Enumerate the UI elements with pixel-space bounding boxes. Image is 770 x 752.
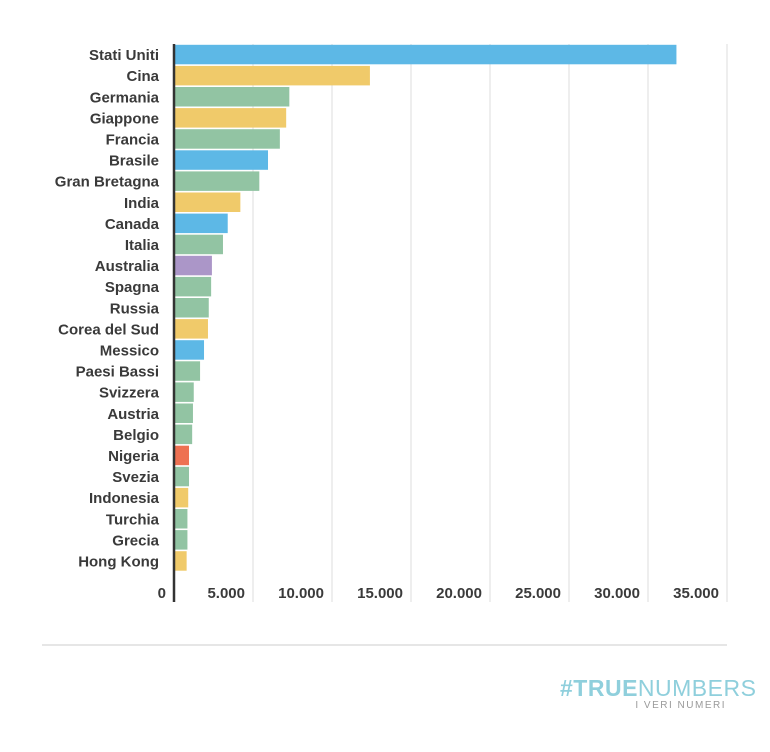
logo-light: NUMBERS	[637, 675, 757, 701]
logo-wordmark: #TRUENUMBERS	[560, 675, 756, 701]
category-label: Turchia	[106, 511, 160, 528]
category-label: Australia	[95, 258, 160, 275]
bar	[174, 466, 190, 487]
bar	[174, 192, 241, 212]
bar	[174, 403, 193, 423]
bar	[174, 530, 188, 550]
truenumbers-logo: #TRUENUMBERS I VERI NUMERI	[560, 675, 756, 712]
bar	[174, 87, 290, 107]
category-label: Gran Bretagna	[55, 174, 160, 191]
x-tick-label: 0	[158, 585, 166, 602]
x-tick-label: 25.000	[515, 585, 561, 602]
logo-tagline: I VERI NUMERI	[635, 700, 726, 711]
category-label: Svizzera	[99, 385, 160, 402]
bar	[174, 276, 212, 297]
bar	[174, 445, 190, 466]
bar	[174, 487, 189, 508]
bar	[174, 551, 187, 571]
bar	[174, 234, 223, 255]
x-tick-label: 10.000	[278, 585, 324, 602]
bar	[174, 340, 205, 360]
bar	[174, 171, 260, 191]
x-tick-labels: 0 5.000 10.000 15.000 20.000 25.000 30.000 35.0…	[158, 585, 719, 602]
category-label: Indonesia	[89, 490, 160, 507]
category-label: Nigeria	[108, 448, 160, 465]
category-labels: Stati Uniti Cina Germania Giappone Francia Br…	[55, 47, 160, 570]
category-label: Paesi Bassi	[76, 364, 159, 381]
category-label: Hong Kong	[78, 553, 159, 570]
x-tick-label: 15.000	[357, 585, 403, 602]
category-label: Brasile	[109, 153, 159, 170]
logo-hash: #	[560, 675, 574, 701]
grid-lines	[252, 44, 728, 602]
bar	[174, 213, 228, 234]
bar	[174, 424, 193, 445]
bar	[174, 509, 188, 529]
x-tick-label: 20.000	[436, 585, 482, 602]
category-label: Messico	[100, 342, 159, 359]
bar	[174, 361, 201, 381]
bar	[174, 298, 209, 318]
category-label: Belgio	[113, 427, 159, 444]
category-label: Corea del Sud	[58, 321, 159, 338]
category-label: Spagna	[105, 279, 160, 296]
category-label: Cina	[126, 68, 159, 85]
bar	[174, 65, 370, 86]
category-label: Russia	[110, 300, 160, 317]
category-label: Francia	[106, 131, 160, 148]
bar	[174, 255, 212, 276]
category-label: India	[124, 195, 160, 212]
category-label: Stati Uniti	[89, 47, 159, 64]
x-tick-label: 5.000	[207, 585, 245, 602]
category-label: Germania	[90, 89, 160, 106]
bar	[174, 44, 677, 65]
category-label: Austria	[107, 406, 159, 423]
bar	[174, 150, 269, 170]
logo-bold: TRUE	[573, 675, 638, 701]
category-label: Canada	[105, 216, 160, 233]
bar	[174, 108, 287, 128]
bar	[174, 382, 194, 402]
x-tick-label: 30.000	[594, 585, 640, 602]
bar	[174, 319, 208, 339]
category-label: Italia	[125, 237, 160, 254]
bar	[174, 129, 280, 149]
bars	[174, 44, 677, 571]
category-label: Giappone	[90, 110, 159, 127]
category-label: Grecia	[112, 532, 159, 549]
category-label: Svezia	[112, 469, 159, 486]
x-tick-label: 35.000	[673, 585, 719, 602]
